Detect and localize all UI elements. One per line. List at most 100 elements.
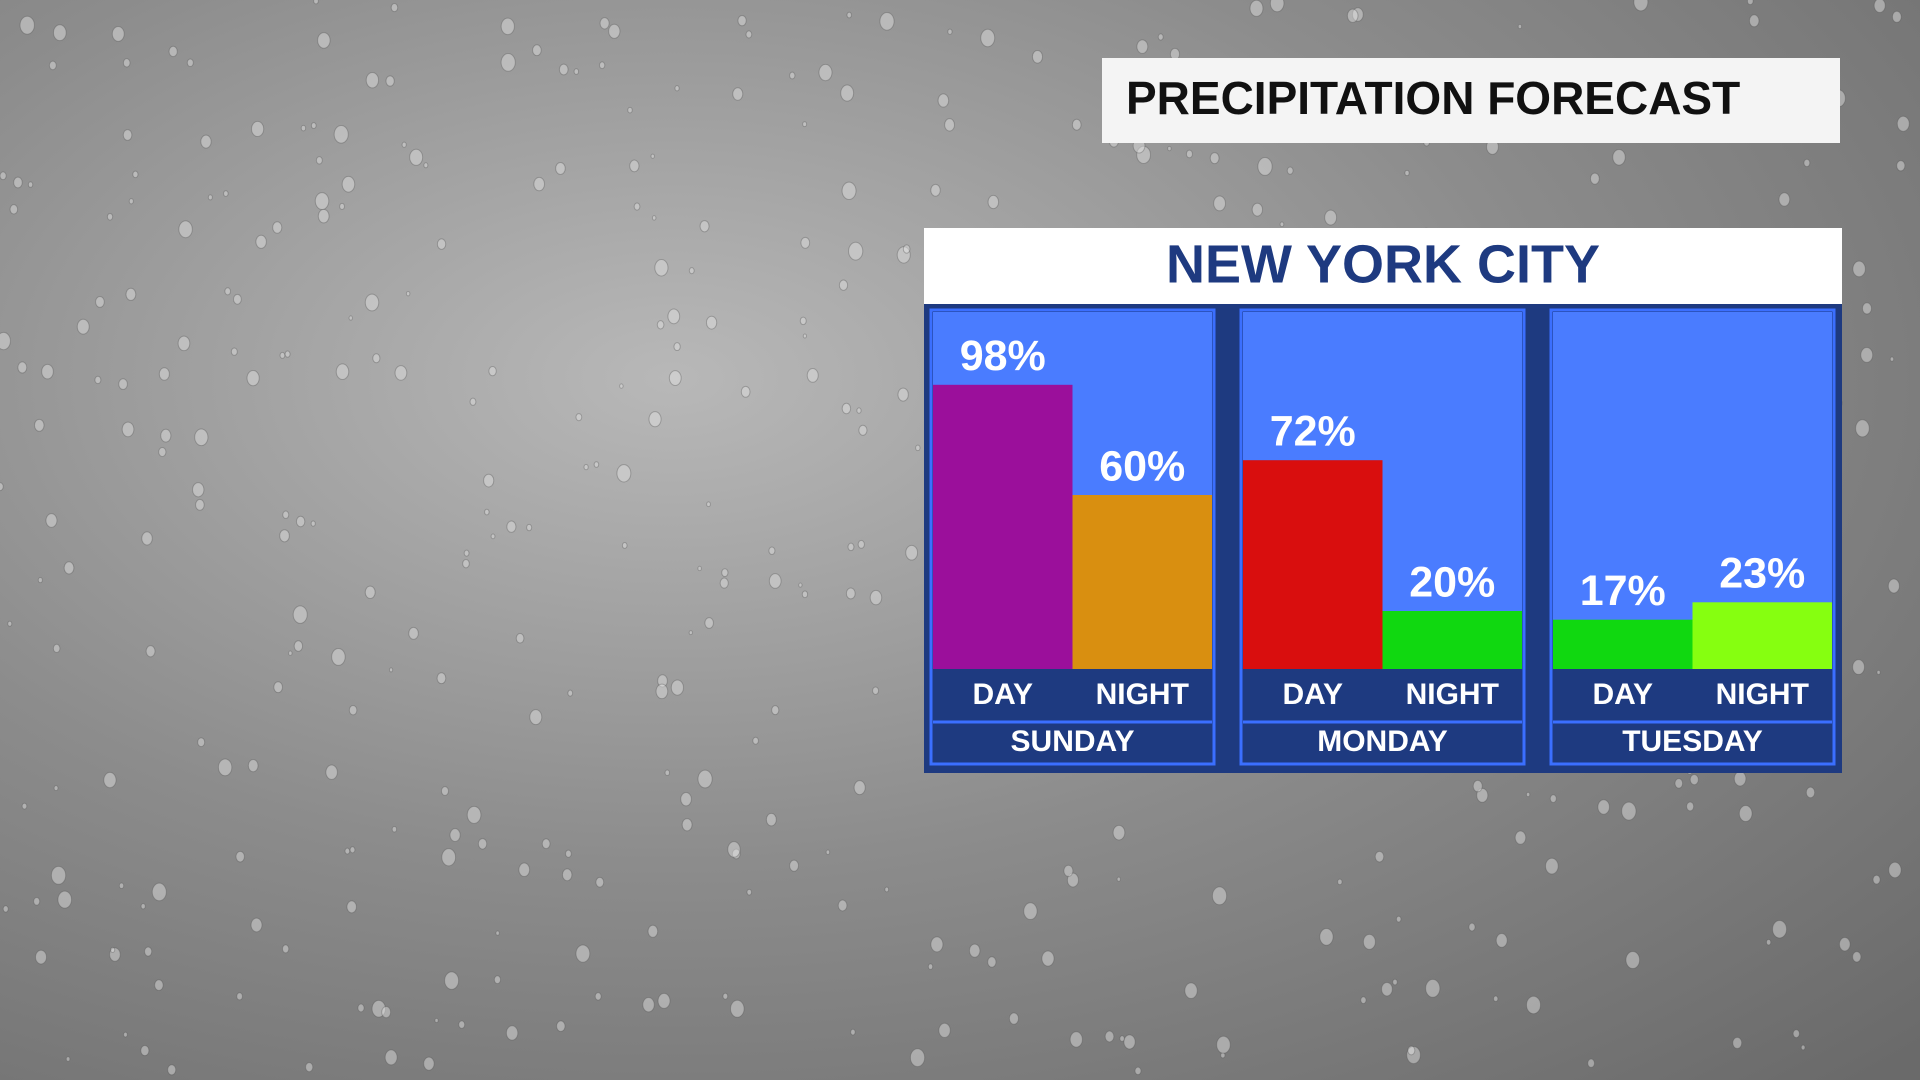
raindrop — [1746, 0, 1754, 6]
raindrop — [848, 241, 864, 261]
raindrop — [122, 129, 133, 141]
raindrop — [1071, 118, 1082, 131]
raindrop — [391, 825, 398, 833]
raindrop — [344, 847, 351, 855]
raindrop — [745, 30, 753, 39]
raindrop — [841, 181, 857, 201]
raindrop — [704, 617, 714, 629]
raindrop — [938, 1022, 951, 1039]
raindrop — [1860, 347, 1874, 363]
raindrop — [125, 287, 137, 301]
subtitle-box — [924, 228, 1842, 304]
raindrop — [128, 198, 134, 205]
raindrop — [140, 903, 146, 910]
raindrop — [436, 238, 447, 250]
raindrop — [937, 93, 950, 108]
raindrop — [364, 585, 376, 599]
raindrop — [19, 15, 35, 35]
value-label: 17% — [1580, 567, 1666, 615]
raindrop — [1157, 33, 1164, 41]
raindrop — [123, 1031, 128, 1038]
raindrop — [657, 992, 671, 1009]
raindrop — [593, 461, 600, 468]
raindrop — [909, 1048, 926, 1068]
raindrop — [818, 63, 833, 82]
raindrop — [288, 650, 293, 656]
raindrop — [1269, 0, 1285, 13]
raindrop — [697, 769, 713, 789]
raindrop — [346, 900, 357, 914]
raindrop — [915, 444, 921, 452]
raindrop — [477, 838, 488, 850]
raindrop — [493, 975, 502, 985]
raindrop — [50, 865, 67, 885]
raindrop — [160, 428, 172, 443]
raindrop — [1134, 1066, 1142, 1076]
raindrop — [1792, 1029, 1800, 1039]
raindrop — [310, 122, 317, 130]
raindrop — [168, 45, 178, 58]
raindrop — [619, 383, 624, 389]
raindrop — [1123, 1034, 1136, 1050]
raindrop — [500, 53, 516, 72]
raindrop — [441, 848, 457, 867]
raindrop — [463, 549, 470, 557]
value-label: 20% — [1409, 558, 1495, 606]
raindrop — [41, 363, 54, 380]
raindrop — [705, 315, 718, 330]
raindrop — [390, 3, 399, 13]
raindrop — [192, 482, 205, 498]
raindrop — [897, 387, 909, 402]
raindrop — [0, 482, 4, 492]
raindrop — [177, 335, 191, 352]
day-label: TUESDAY — [1622, 725, 1763, 758]
raindrop — [1889, 356, 1895, 362]
raindrop — [980, 28, 996, 48]
raindrop — [314, 192, 330, 210]
raindrop — [7, 620, 13, 627]
raindrop — [0, 171, 7, 181]
raindrop — [140, 1044, 150, 1057]
raindrop — [281, 944, 290, 954]
raindrop — [33, 418, 45, 432]
raindrop — [1381, 981, 1393, 997]
raindrop — [688, 630, 693, 636]
raindrop — [1119, 1035, 1125, 1042]
raindrop — [1852, 659, 1866, 675]
raindrop — [1495, 933, 1508, 948]
raindrop — [1517, 23, 1523, 30]
raindrop — [1887, 578, 1900, 594]
raindrop — [52, 24, 67, 42]
raindrop — [629, 159, 640, 173]
raindrop — [1346, 8, 1359, 23]
period-label: DAY — [1592, 678, 1653, 711]
raindrop — [1625, 950, 1641, 970]
raindrop — [103, 771, 117, 789]
raindrop — [858, 424, 868, 436]
raindrop — [385, 75, 395, 87]
raindrop — [838, 279, 849, 291]
raindrop — [505, 1025, 519, 1041]
raindrop — [1896, 115, 1910, 132]
raindrop — [1286, 166, 1294, 175]
raindrop — [608, 23, 621, 39]
raindrop — [76, 318, 90, 335]
raindrop — [408, 626, 419, 640]
raindrop — [752, 736, 759, 745]
raindrop — [1404, 169, 1410, 177]
raindrop — [1855, 419, 1870, 438]
raindrop — [768, 573, 782, 589]
raindrop — [556, 1020, 566, 1032]
raindrop — [719, 577, 729, 589]
raindrop — [300, 124, 307, 132]
raindrop — [533, 176, 546, 192]
raindrop — [1337, 878, 1343, 886]
raindrop — [94, 375, 102, 385]
raindrop — [1733, 770, 1747, 787]
raindrop — [594, 992, 602, 1001]
period-label: NIGHT — [1406, 678, 1499, 711]
raindrop — [13, 176, 23, 189]
raindrop — [1041, 950, 1055, 967]
raindrop — [293, 640, 304, 652]
